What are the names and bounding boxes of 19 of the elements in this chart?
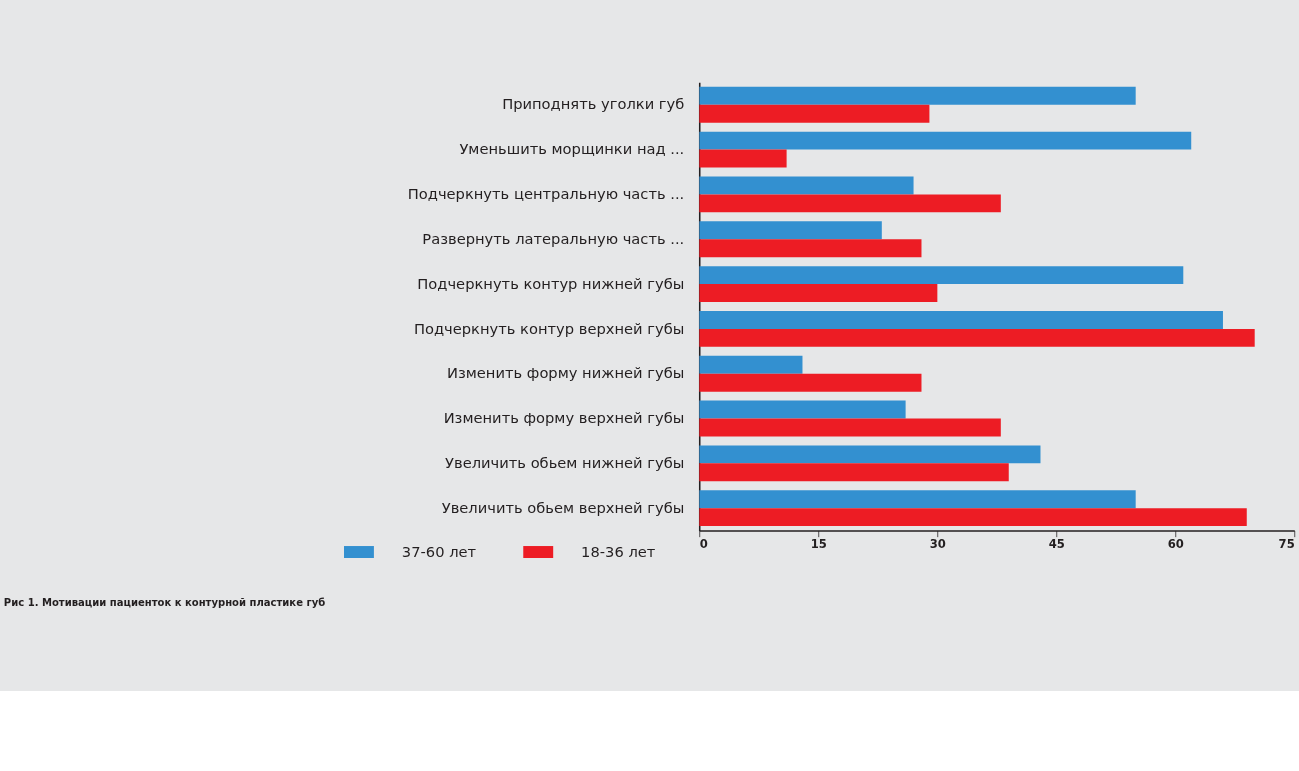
y-tick-label: Увеличить обьем нижней губы xyxy=(445,453,685,471)
y-tick-label: Увеличить обьем верхней губы xyxy=(441,498,685,516)
legend-label: 37-60 лет xyxy=(401,542,477,560)
y-tick-label: Приподнять уголки губ xyxy=(502,95,685,113)
legend-label: 18-36 лет xyxy=(581,542,656,560)
x-tick-label: 30 xyxy=(929,536,946,551)
x-tick-label: 75 xyxy=(1278,536,1295,551)
y-tick-label: Подчеркнуть центральную часть ... xyxy=(407,185,685,203)
y-tick-label: Развернуть латеральную часть ... xyxy=(422,229,685,247)
x-tick-label: 15 xyxy=(810,536,827,551)
y-tick-label: Уменьшить морщинки над ... xyxy=(459,140,685,158)
y-tick-label: Изменить форму нижней губы xyxy=(446,364,685,382)
x-tick-label: 60 xyxy=(1167,536,1184,551)
y-tick-label: Изменить форму верхней губы xyxy=(443,409,685,427)
x-tick-label: 0 xyxy=(699,536,708,551)
text: Рис 1. Мотивации пациенток к контурной пластике губ xyxy=(3,597,326,609)
y-tick-label: Подчеркнуть контур верхней губы xyxy=(413,319,685,337)
x-tick-label: 45 xyxy=(1048,536,1065,551)
y-tick-label: Подчеркнуть контур нижней губы xyxy=(417,274,685,292)
